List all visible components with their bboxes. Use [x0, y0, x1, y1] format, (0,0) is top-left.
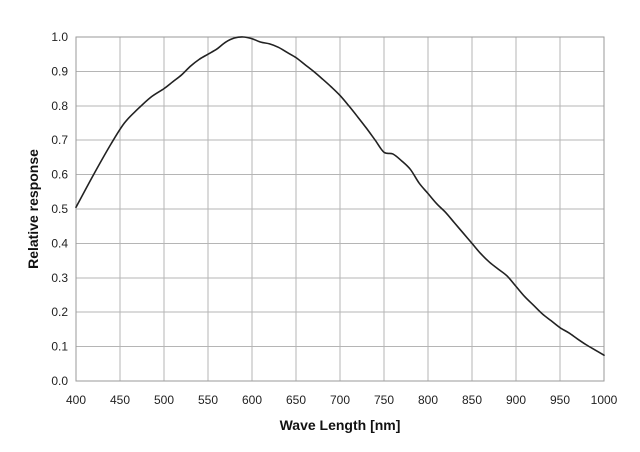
x-tick-label: 850 [462, 393, 482, 407]
x-tick-label: 1000 [591, 393, 618, 407]
y-tick-label: 0.9 [51, 64, 68, 78]
x-axis-ticks: 400 450 500 550 600 650 700 750 800 850 900 950 1000 [66, 393, 618, 407]
y-tick-label: 0.3 [51, 271, 68, 285]
x-tick-label: 450 [110, 393, 130, 407]
x-tick-label: 650 [286, 393, 306, 407]
y-tick-label: 0.8 [51, 99, 68, 113]
x-tick-label: 400 [66, 393, 86, 407]
y-tick-label: 0.5 [51, 202, 68, 216]
x-axis-label: Wave Length [nm] [280, 417, 401, 433]
x-tick-label: 950 [550, 393, 570, 407]
y-tick-label: 0.6 [51, 168, 68, 182]
x-tick-label: 700 [330, 393, 350, 407]
y-tick-label: 0.4 [51, 236, 68, 250]
x-tick-label: 900 [506, 393, 526, 407]
y-axis-ticks: 0.0 0.1 0.2 0.3 0.4 0.5 0.6 0.7 0.8 0.9 1.0 [51, 30, 68, 388]
y-tick-label: 0.0 [51, 374, 68, 388]
series-line [75, 36, 605, 356]
y-tick-label: 1.0 [51, 30, 68, 44]
y-tick-label: 0.1 [51, 340, 68, 354]
y-tick-label: 0.7 [51, 133, 68, 147]
x-tick-label: 750 [374, 393, 394, 407]
x-tick-label: 500 [154, 393, 174, 407]
plot-frame [75, 36, 605, 382]
x-tick-label: 550 [198, 393, 218, 407]
y-tick-label: 0.2 [51, 305, 68, 319]
x-tick-label: 600 [242, 393, 262, 407]
y-axis-label: Relative response [25, 149, 41, 269]
grid [75, 36, 605, 382]
x-tick-label: 800 [418, 393, 438, 407]
